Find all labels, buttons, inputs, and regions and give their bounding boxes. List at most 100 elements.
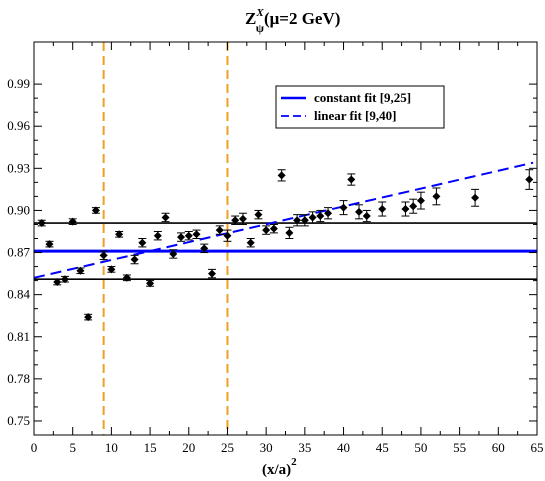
diamond-marker bbox=[409, 202, 418, 211]
diamond-marker bbox=[525, 175, 534, 184]
legend-constant-fit-label: constant fit [9,25] bbox=[314, 90, 411, 105]
data-point bbox=[215, 225, 224, 235]
diamond-marker bbox=[153, 231, 162, 240]
data-point bbox=[99, 250, 108, 261]
data-point bbox=[471, 188, 480, 207]
xlabel-main: (x/a) bbox=[262, 462, 291, 478]
y-tick-label: 0.81 bbox=[7, 329, 30, 344]
data-point bbox=[177, 232, 186, 242]
diamond-marker bbox=[471, 193, 480, 202]
data-point bbox=[84, 313, 93, 322]
diamond-marker bbox=[362, 212, 371, 221]
diamond-marker bbox=[316, 212, 325, 221]
diamond-marker bbox=[355, 207, 364, 216]
data-point bbox=[53, 278, 62, 287]
x-tick-label: 10 bbox=[105, 440, 118, 455]
diamond-marker bbox=[339, 203, 348, 212]
xlabel-superscript: 2 bbox=[291, 456, 297, 468]
data-point bbox=[146, 279, 155, 288]
diamond-marker bbox=[401, 205, 410, 214]
data-point bbox=[153, 230, 162, 241]
data-point bbox=[200, 243, 209, 254]
y-tick-label: 0.90 bbox=[7, 202, 30, 217]
diamond-marker bbox=[324, 209, 333, 218]
diamond-marker bbox=[76, 266, 85, 275]
data-point bbox=[138, 238, 147, 248]
data-point bbox=[115, 230, 124, 239]
data-point bbox=[223, 229, 232, 242]
x-tick-label: 35 bbox=[298, 440, 311, 455]
data-point bbox=[161, 212, 170, 223]
diamond-marker bbox=[254, 210, 263, 219]
diamond-marker bbox=[432, 192, 441, 201]
diamond-marker bbox=[184, 231, 193, 240]
data-point bbox=[254, 209, 263, 220]
x-tick-label: 65 bbox=[531, 440, 544, 455]
data-point bbox=[378, 201, 387, 217]
data-point bbox=[316, 209, 325, 223]
data-point bbox=[37, 219, 46, 228]
diamond-marker bbox=[169, 249, 178, 258]
diamond-marker bbox=[91, 206, 100, 215]
data-point bbox=[324, 207, 333, 220]
diamond-marker bbox=[130, 255, 139, 264]
data-point bbox=[362, 209, 371, 223]
data-point bbox=[122, 273, 131, 282]
data-point bbox=[355, 204, 364, 220]
diamond-marker bbox=[378, 205, 387, 214]
data-point bbox=[347, 173, 356, 186]
y-tick-label: 0.75 bbox=[7, 413, 30, 428]
data-point bbox=[68, 217, 77, 226]
x-axis-label: (x/a)2 bbox=[262, 456, 297, 478]
legend-linear-fit-label: linear fit [9,40] bbox=[314, 108, 396, 123]
diamond-marker bbox=[107, 265, 116, 274]
data-point bbox=[308, 211, 317, 224]
title-main: Z bbox=[245, 9, 256, 28]
diamond-marker bbox=[161, 213, 170, 222]
data-point bbox=[293, 214, 302, 227]
diamond-marker bbox=[246, 238, 255, 247]
data-point bbox=[262, 225, 271, 235]
x-tick-label: 25 bbox=[221, 440, 234, 455]
diamond-marker bbox=[146, 279, 155, 288]
linear-fit-line bbox=[33, 161, 534, 279]
diamond-marker bbox=[37, 219, 46, 228]
diamond-marker bbox=[99, 251, 108, 260]
data-point bbox=[238, 212, 247, 225]
data-point bbox=[231, 215, 240, 225]
diamond-marker bbox=[293, 216, 302, 225]
data-point bbox=[45, 240, 54, 249]
data-point bbox=[207, 268, 216, 279]
data-point bbox=[269, 223, 278, 234]
diamond-marker bbox=[122, 273, 131, 282]
data-point bbox=[91, 206, 100, 215]
diamond-marker bbox=[177, 233, 186, 242]
diamond-marker bbox=[53, 278, 62, 287]
x-tick-label: 20 bbox=[182, 440, 195, 455]
data-point bbox=[339, 200, 348, 216]
x-tick-label: 0 bbox=[31, 440, 38, 455]
diamond-marker bbox=[269, 224, 278, 233]
x-tick-label: 40 bbox=[337, 440, 350, 455]
diamond-marker bbox=[60, 275, 69, 284]
data-point bbox=[401, 201, 410, 217]
diamond-marker bbox=[215, 226, 224, 235]
y-tick-label: 0.78 bbox=[7, 371, 30, 386]
x-tick-label: 50 bbox=[414, 440, 427, 455]
x-tick-label: 5 bbox=[69, 440, 76, 455]
diamond-marker bbox=[416, 196, 425, 205]
title-rest: (μ=2 GeV) bbox=[264, 9, 340, 28]
legend-box bbox=[275, 85, 445, 129]
data-point bbox=[277, 169, 286, 182]
data-point bbox=[169, 249, 178, 259]
x-tick-label: 15 bbox=[144, 440, 157, 455]
data-point bbox=[192, 229, 201, 239]
diamond-marker bbox=[347, 175, 356, 184]
diamond-marker bbox=[300, 216, 309, 225]
data-point bbox=[107, 265, 116, 274]
data-point bbox=[409, 198, 418, 214]
diamond-marker bbox=[277, 171, 286, 180]
y-tick-label: 0.99 bbox=[7, 76, 30, 91]
data-point bbox=[525, 169, 534, 190]
data-points bbox=[37, 169, 534, 322]
